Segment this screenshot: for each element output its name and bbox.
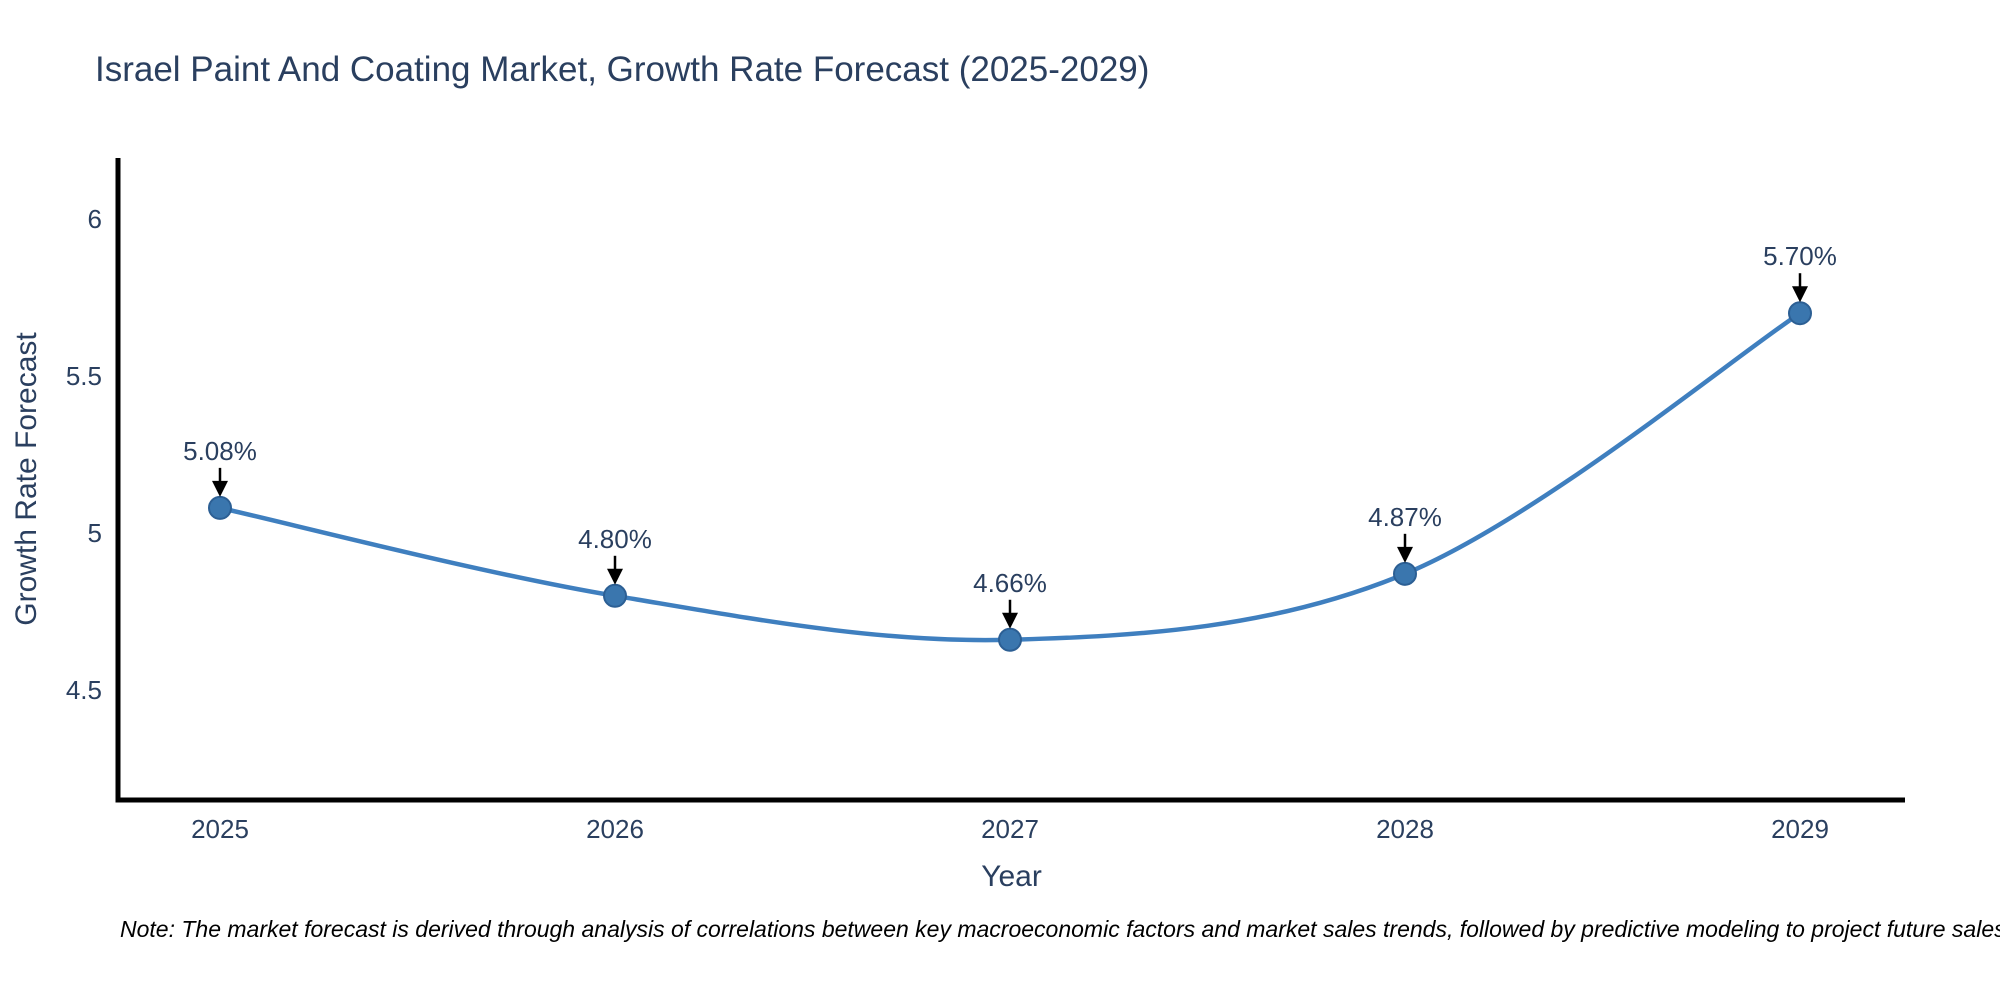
chart-title: Israel Paint And Coating Market, Growth …: [95, 50, 1150, 89]
y-tick-label: 5: [88, 518, 102, 548]
data-point-label: 5.70%: [1763, 241, 1837, 271]
y-axis-title: Growth Rate Forecast: [10, 332, 43, 626]
y-tick-label: 4.5: [66, 675, 102, 705]
y-tick-label: 5.5: [66, 361, 102, 391]
data-point-marker: [208, 495, 232, 520]
data-point-label: 4.87%: [1368, 502, 1442, 532]
annotation-arrowhead: [1792, 286, 1808, 303]
x-tick-label: 2026: [586, 814, 644, 844]
footnote: Note: The market forecast is derived thr…: [120, 916, 2000, 942]
x-tick-label: 2027: [981, 814, 1039, 844]
data-point-label: 5.08%: [183, 436, 257, 466]
annotation-arrowhead: [1397, 546, 1413, 563]
data-point-marker: [603, 583, 627, 608]
annotation-arrowhead: [607, 568, 623, 585]
data-point-marker: [998, 627, 1022, 652]
data-point-marker: [1788, 301, 1812, 326]
data-point-label: 4.80%: [578, 524, 652, 554]
y-tick-label: 6: [88, 204, 102, 234]
annotation-arrowhead: [212, 480, 228, 497]
data-point-marker: [1393, 561, 1417, 586]
x-tick-label: 2025: [191, 814, 249, 844]
x-tick-label: 2028: [1376, 814, 1434, 844]
annotation-arrowhead: [1002, 612, 1018, 629]
data-point-label: 4.66%: [973, 568, 1047, 598]
x-tick-label: 2029: [1771, 814, 1829, 844]
x-axis-title: Year: [981, 860, 1042, 893]
